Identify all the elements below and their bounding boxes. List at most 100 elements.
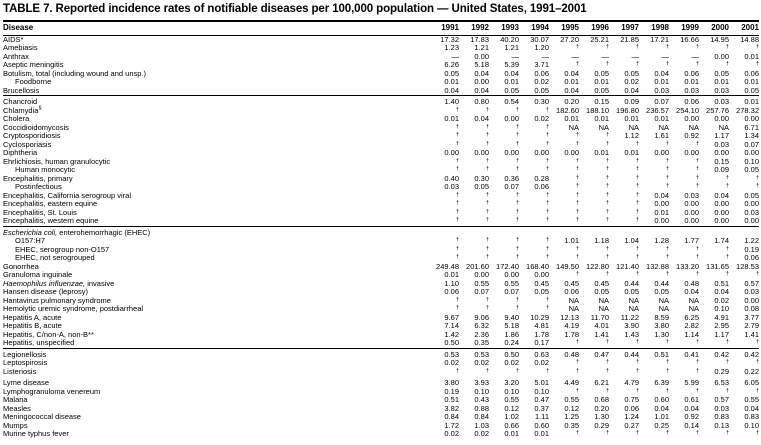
value-cell: 14.88 [740, 34, 759, 44]
value-cell: 0.00 [474, 51, 489, 61]
value-cell: † [669, 158, 699, 167]
value-cell: † [639, 44, 669, 53]
dagger-footnote-mark: † [545, 208, 549, 215]
value-cell: 0.02 [444, 429, 459, 438]
value-cell: 0.00 [684, 199, 699, 208]
value-cell: 6.32 [474, 321, 489, 330]
dagger-footnote-mark: † [755, 359, 759, 365]
dagger-footnote-mark: † [695, 61, 699, 67]
value-cell: 0.57 [714, 395, 729, 404]
value-cell: 0.47 [579, 347, 609, 359]
value-cell: † [489, 107, 519, 116]
value-cell: 0.44 [624, 278, 639, 288]
value-cell: 0.22 [744, 366, 759, 376]
table-row: Hepatitis A, acute 9.67 9.06 9.40 10.29 12.13… [3, 312, 759, 323]
value-cell: 6.71 [744, 122, 759, 132]
value-cell: 0.01 [594, 148, 609, 157]
value-cell: 0.51 [639, 347, 669, 359]
dagger-footnote-mark: † [575, 430, 579, 436]
value-cell: 168.40 [526, 261, 549, 271]
dagger-footnote-mark: † [485, 237, 489, 243]
value-cell: 0.00 [654, 148, 669, 157]
year-column-header: 1996 [579, 22, 609, 36]
value-cell: 0.15 [714, 156, 729, 166]
value-cell: † [549, 359, 579, 368]
value-cell: 0.00 [684, 148, 699, 157]
dagger-footnote-mark: † [695, 174, 699, 181]
value-cell: † [609, 254, 639, 263]
table-row: Botulism, total (including wound and uns… [3, 68, 759, 79]
value-cell: 6.26 [444, 60, 459, 69]
value-cell: † [609, 430, 639, 439]
dagger-footnote-mark: † [455, 296, 459, 303]
value-cell: † [519, 166, 549, 175]
value-cell: † [609, 217, 639, 226]
value-cell [519, 225, 549, 237]
value-cell: 0.51 [444, 395, 459, 404]
dagger-footnote-mark: † [485, 245, 489, 252]
value-cell: 278.32 [736, 105, 759, 115]
value-cell: 4.91 [714, 312, 729, 322]
value-cell: † [579, 192, 609, 201]
value-cell: 0.04 [564, 68, 579, 78]
value-cell: 0.55 [564, 395, 579, 404]
value-cell: 1.01 [564, 236, 579, 245]
dagger-footnote-mark: † [545, 132, 549, 138]
value-cell: 2.82 [684, 321, 699, 330]
value-cell: † [549, 388, 579, 397]
value-cell: 0.44 [609, 347, 639, 359]
value-cell: 0.06 [624, 403, 639, 413]
value-cell: 3.20 [504, 378, 519, 387]
dagger-footnote-mark: † [695, 367, 699, 374]
value-cell: 0.02 [504, 358, 519, 367]
value-cell: 9.40 [504, 312, 519, 322]
value-cell: — [451, 51, 460, 61]
value-cell: † [699, 254, 729, 263]
value-cell: † [429, 305, 459, 314]
dagger-footnote-mark: † [665, 430, 669, 436]
dagger-footnote-mark: † [485, 106, 489, 113]
value-cell: † [579, 209, 609, 218]
value-cell [459, 225, 489, 237]
value-cell: 0.01 [444, 114, 459, 123]
disease-name-cell: Foodborne [15, 77, 52, 86]
value-cell: 0.01 [534, 429, 549, 438]
value-cell: 0.00 [504, 148, 519, 157]
value-cell: 0.01 [594, 114, 609, 123]
value-cell: 0.10 [744, 156, 759, 166]
dagger-footnote-mark: † [695, 245, 699, 252]
value-cell: 0.45 [564, 278, 579, 288]
value-cell: — [511, 51, 520, 61]
value-cell: 3.77 [744, 312, 759, 322]
dagger-footnote-mark: † [545, 140, 549, 147]
value-cell: † [729, 430, 759, 439]
value-cell: † [429, 158, 459, 167]
value-cell: 0.01 [744, 51, 759, 61]
value-cell: 0.02 [624, 77, 639, 86]
value-cell: 0.05 [624, 287, 639, 296]
disease-name-cell: Coccidioidomycosis [3, 122, 69, 132]
value-cell: 0.03 [744, 207, 759, 217]
dagger-footnote-mark: † [575, 339, 579, 345]
value-cell: 1.17 [714, 131, 729, 140]
value-cell [729, 225, 759, 237]
value-cell: † [489, 141, 519, 150]
table-row: Hepatitis, unspecified 0.50 0.35 0.24 0.17 † †… [3, 338, 759, 348]
value-cell: † [579, 430, 609, 439]
dagger-footnote-mark: † [455, 200, 459, 206]
value-cell: 0.00 [684, 216, 699, 225]
value-cell: † [459, 107, 489, 116]
value-cell: 7.14 [444, 321, 459, 330]
value-cell: 0.53 [429, 347, 459, 359]
value-cell: 0.02 [474, 429, 489, 438]
value-cell: 0.29 [594, 420, 609, 430]
dagger-footnote-mark: † [755, 44, 759, 50]
value-cell: † [579, 44, 609, 53]
dagger-footnote-mark: † [635, 166, 639, 172]
dagger-footnote-mark: † [725, 44, 729, 50]
value-cell: 2.95 [714, 321, 729, 330]
value-cell: 0.41 [669, 347, 699, 359]
value-cell: 1.04 [624, 236, 639, 245]
dagger-footnote-mark: † [755, 271, 759, 277]
dagger-footnote-mark: † [635, 339, 639, 345]
